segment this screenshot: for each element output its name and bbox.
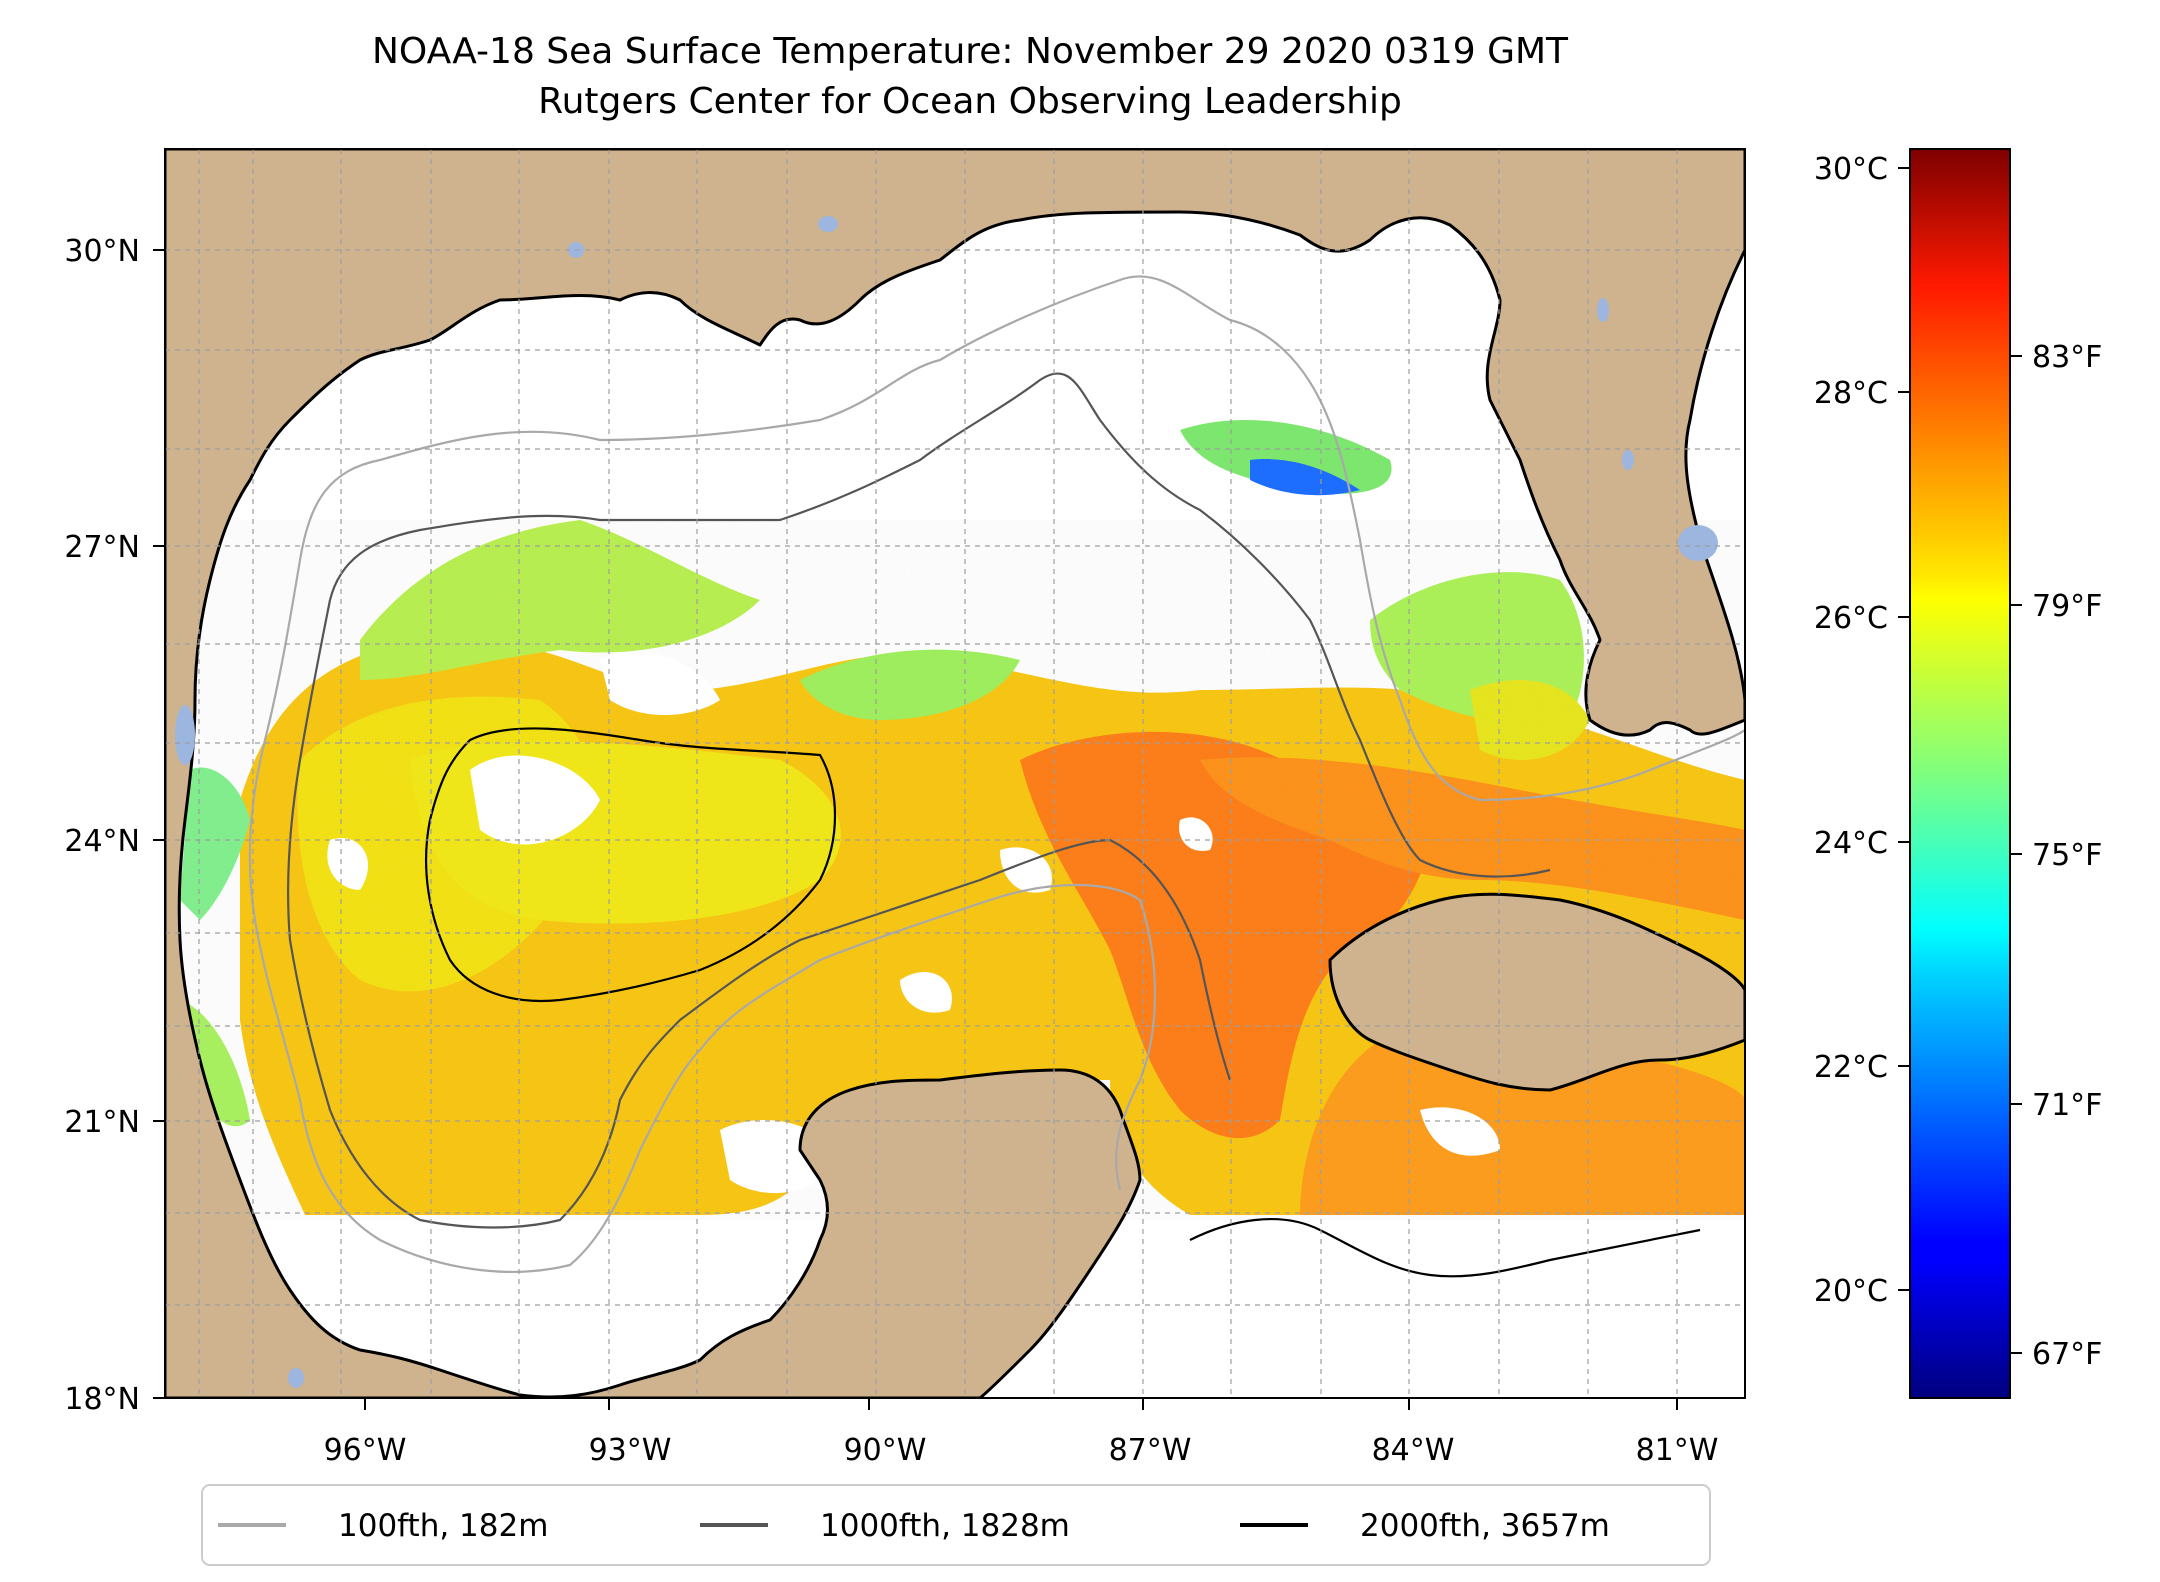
lake xyxy=(288,1368,304,1388)
celsius-tick-label: 20°C xyxy=(1814,1274,1888,1309)
contour-legend: 100fth, 182m 1000fth, 1828m 2000fth, 365… xyxy=(201,1484,1711,1566)
sst-cold-edge xyxy=(1250,459,1360,496)
latitude-labels: 18°N 21°N 24°N 27°N 30°N xyxy=(64,234,140,1417)
longitude-labels: 96°W 93°W 90°W 87°W 84°W 81°W xyxy=(324,1433,1719,1468)
lake xyxy=(1597,298,1609,322)
cloud-gap xyxy=(900,971,952,1013)
axis-ticks xyxy=(153,249,1678,1410)
celsius-tick-label: 22°C xyxy=(1814,1050,1888,1085)
map-area xyxy=(165,149,1745,1398)
lon-tick-label: 87°W xyxy=(1109,1433,1192,1468)
colorbar: 20°C 22°C 24°C 26°C 28°C 30°C 67°F 71°F … xyxy=(1814,148,2102,1399)
lake xyxy=(1622,450,1634,470)
lat-tick-label: 18°N xyxy=(64,1382,140,1417)
lon-tick-label: 96°W xyxy=(324,1433,407,1468)
legend-label-1000fth: 1000fth, 1828m xyxy=(820,1508,1070,1544)
cloud-gap xyxy=(1420,1107,1500,1156)
lat-tick-label: 30°N xyxy=(64,234,140,269)
legend-box xyxy=(201,1484,1711,1566)
celsius-tick-label: 28°C xyxy=(1814,376,1888,411)
us-mexico-coastline xyxy=(165,149,1745,1398)
contour-1000fth xyxy=(328,372,1551,878)
sst-data-layer xyxy=(165,420,1745,1220)
celsius-tick-label: 30°C xyxy=(1814,152,1888,187)
lat-tick-label: 24°N xyxy=(64,824,140,859)
cloud-gap xyxy=(1179,817,1213,851)
celsius-tick-label: 24°C xyxy=(1814,826,1888,861)
legend-label-2000fth: 2000fth, 3657m xyxy=(1360,1508,1610,1544)
fahrenheit-tick-label: 83°F xyxy=(2032,340,2102,375)
cloud-gap xyxy=(1000,847,1052,893)
map-subtitle: Rutgers Center for Ocean Observing Leade… xyxy=(538,81,1402,122)
graticule xyxy=(165,149,1745,1398)
contour-2000fth xyxy=(425,727,837,1002)
map-title: NOAA-18 Sea Surface Temperature: Novembe… xyxy=(371,31,1569,72)
fahrenheit-tick-label: 67°F xyxy=(2032,1337,2102,1372)
lon-tick-label: 90°W xyxy=(844,1433,927,1468)
lon-tick-label: 93°W xyxy=(589,1433,672,1468)
lat-tick-label: 27°N xyxy=(64,530,140,565)
lon-tick-label: 81°W xyxy=(1636,1433,1719,1468)
contour-2000fth-caribbean xyxy=(1189,1218,1701,1278)
lon-tick-label: 84°W xyxy=(1372,1433,1455,1468)
sst-cool-patch xyxy=(1180,420,1392,494)
cloud-gap xyxy=(600,652,720,715)
contour-100fth xyxy=(298,275,1745,802)
map-frame xyxy=(164,148,1746,1399)
colorbar-gradient xyxy=(1909,148,2011,1399)
lakes-layer xyxy=(175,216,1718,1388)
land-layer xyxy=(165,149,1745,1398)
fahrenheit-tick-label: 75°F xyxy=(2032,838,2102,873)
cloud-gap xyxy=(327,838,369,890)
fahrenheit-tick-label: 71°F xyxy=(2032,1088,2102,1123)
cuba xyxy=(1328,892,1745,1092)
celsius-tick-label: 26°C xyxy=(1814,601,1888,636)
legend-label-100fth: 100fth, 182m xyxy=(338,1508,548,1544)
fahrenheit-tick-label: 79°F xyxy=(2032,589,2102,624)
lake-okeechobee xyxy=(1678,525,1718,561)
lake xyxy=(818,216,838,232)
lat-tick-label: 21°N xyxy=(64,1105,140,1140)
contour-100fth-west xyxy=(248,559,1157,1273)
lake xyxy=(175,705,195,765)
cloud-gap xyxy=(470,755,600,845)
